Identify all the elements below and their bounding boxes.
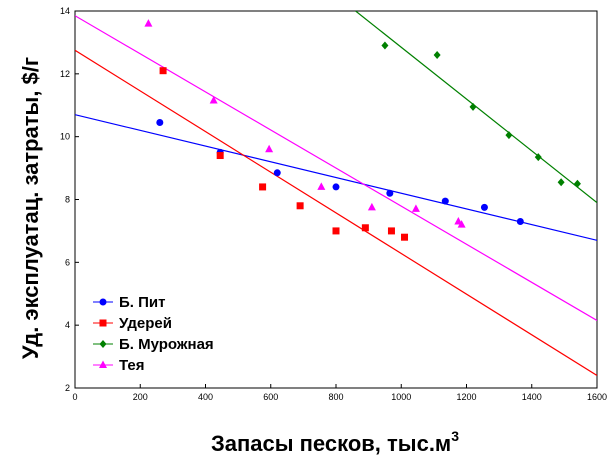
legend-item: Тея	[93, 357, 145, 374]
tick-labels: 0 200 400 600 800 1000 1200 1400 1600 2 4 6 8 10 12 14	[60, 6, 607, 402]
legend-label: Б. Мурожная	[119, 336, 214, 353]
data-point-series-1	[401, 233, 409, 241]
y-tick-label: 2	[65, 383, 70, 393]
legend-marker	[99, 319, 107, 327]
fit-line-series-0	[75, 114, 597, 241]
data-point-series-0	[480, 203, 488, 211]
legend-marker	[99, 340, 107, 348]
legend-item: Б. Пит	[93, 294, 165, 311]
x-axis-title: Запасы песков, тыс.м3	[211, 428, 459, 456]
legend: Б. Пит Удерей Б. Мурожная Тея	[93, 294, 214, 374]
data-point-series-3	[209, 96, 218, 104]
data-point-series-2	[469, 102, 477, 111]
data-point-series-0	[386, 189, 394, 197]
data-point-series-2	[557, 178, 565, 187]
data-point-series-0	[516, 217, 524, 225]
legend-marker	[99, 298, 107, 306]
y-tick-label: 12	[60, 69, 70, 79]
x-tick-label: 600	[263, 392, 278, 402]
data-point-series-3	[367, 202, 376, 211]
data-point-series-2	[505, 131, 513, 140]
data-point-series-0	[441, 197, 449, 205]
regression-lines	[75, 11, 597, 376]
legend-label: Удерей	[119, 315, 172, 332]
legend-label: Б. Пит	[119, 294, 165, 311]
x-axis-title-superscript: 3	[451, 428, 459, 444]
data-point-series-3	[457, 220, 466, 228]
data-point-series-1	[332, 227, 340, 235]
x-tick-label: 1200	[456, 392, 476, 402]
data-point-series-0	[156, 119, 164, 127]
x-axis-title-text: Запасы песков, тыс.м	[211, 431, 451, 456]
data-point-series-3	[411, 204, 420, 212]
legend-label: Тея	[119, 357, 145, 374]
data-point-series-1	[259, 183, 267, 191]
x-tick-label: 1600	[587, 392, 607, 402]
y-tick-label: 4	[65, 320, 70, 330]
x-tick-label: 400	[198, 392, 213, 402]
data-point-series-2	[534, 153, 542, 162]
data-point-series-1	[216, 152, 224, 160]
x-tick-label: 200	[133, 392, 148, 402]
legend-marker	[99, 360, 107, 368]
y-tick-label: 10	[60, 132, 70, 142]
x-tick-label: 1400	[522, 392, 542, 402]
data-point-series-1	[387, 227, 395, 235]
x-tick-label: 800	[328, 392, 343, 402]
x-tick-label: 0	[72, 392, 77, 402]
data-point-series-3	[265, 144, 274, 153]
legend-item: Б. Мурожная	[93, 336, 214, 353]
data-point-series-3	[144, 19, 153, 27]
y-tick-label: 14	[60, 6, 70, 16]
data-point-series-1	[159, 67, 167, 75]
data-point-series-3	[317, 182, 326, 190]
legend-item: Удерей	[93, 315, 172, 332]
y-axis-title: Уд. эксплуатац. затраты, $/г	[18, 57, 43, 359]
y-tick-label: 8	[65, 195, 70, 205]
data-point-series-2	[433, 50, 441, 59]
data-point-series-0	[332, 183, 340, 191]
data-point-series-1	[361, 224, 369, 232]
fit-line-series-1	[75, 49, 597, 376]
data-markers	[144, 19, 581, 241]
data-point-series-2	[573, 179, 581, 188]
data-point-series-2	[381, 41, 389, 50]
y-tick-label: 6	[65, 257, 70, 267]
fit-line-series-3	[75, 15, 597, 321]
data-point-series-1	[296, 202, 304, 210]
x-tick-label: 1000	[391, 392, 411, 402]
data-point-series-0	[273, 169, 281, 177]
